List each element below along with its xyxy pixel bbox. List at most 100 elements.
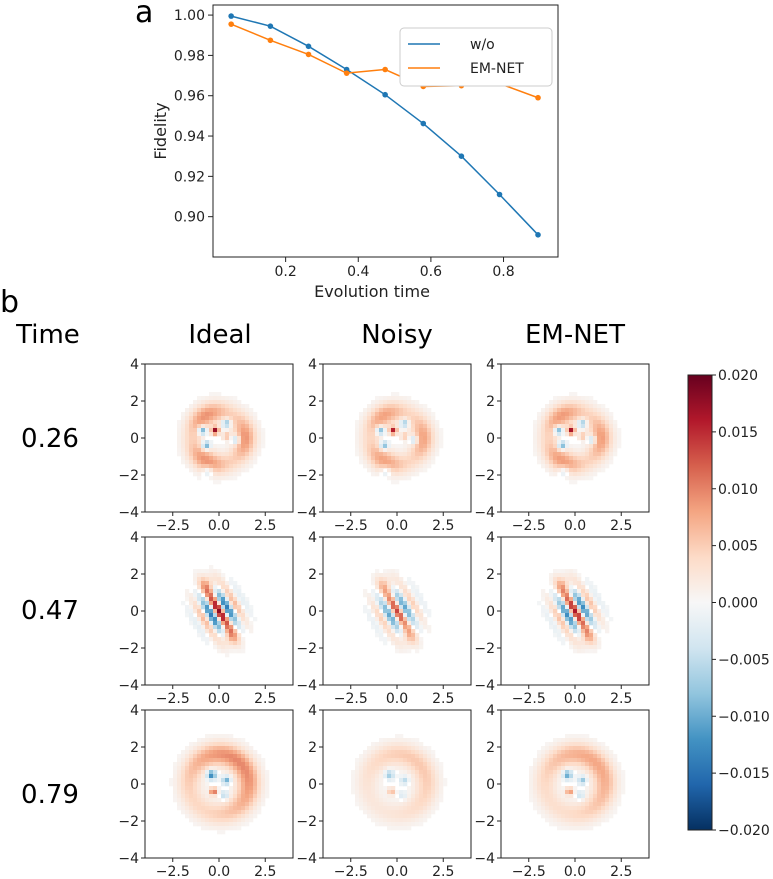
heatmap-cell	[367, 613, 372, 618]
heatmap-cell	[233, 400, 238, 405]
heatmap-cell	[371, 601, 376, 606]
heatmap-cell	[399, 408, 404, 413]
heatmap-cell	[557, 577, 562, 582]
heatmap-cell	[399, 750, 404, 755]
heatmap-cell	[237, 637, 242, 642]
heatmap-cell	[411, 412, 416, 417]
heatmap-cell	[375, 400, 380, 405]
heatmap-cell	[609, 420, 614, 425]
heatmap-cell	[177, 436, 182, 441]
series-w-o-point	[267, 23, 274, 29]
heatmap-cell	[213, 432, 218, 437]
heatmap-cell	[435, 440, 440, 445]
heatmap-cell	[383, 460, 388, 465]
heatmap-cell	[197, 818, 202, 823]
heatmap-cell	[407, 774, 412, 779]
heatmap-x-tick-label: 0.0	[564, 864, 586, 879]
heatmap-cell	[249, 428, 254, 433]
heatmap-cell	[387, 798, 392, 803]
heatmap-cell	[197, 412, 202, 417]
heatmap-cell	[229, 581, 234, 586]
heatmap-cell	[589, 770, 594, 775]
heatmap-cell	[589, 742, 594, 747]
heatmap-cell	[229, 621, 234, 626]
heatmap-cell	[613, 424, 618, 429]
heatmap-cell	[597, 436, 602, 441]
heatmap-cell	[229, 464, 234, 469]
heatmap-cell	[371, 593, 376, 598]
heatmap-cell	[213, 770, 218, 775]
heatmap-cell	[419, 766, 424, 771]
heatmap-cell	[561, 589, 566, 594]
heatmap-cell	[427, 782, 432, 787]
heatmap-cell	[225, 452, 230, 457]
heatmap-cell	[209, 806, 214, 811]
heatmap-x-tick-label: 0.0	[208, 691, 230, 707]
heatmap-cell	[233, 396, 238, 401]
heatmap-cell	[581, 766, 586, 771]
heatmap-cell	[585, 424, 590, 429]
heatmap-cell	[549, 597, 554, 602]
heatmap-cell	[617, 444, 622, 449]
heatmap-cell	[621, 790, 626, 795]
heatmap-cell	[245, 782, 250, 787]
heatmap-cell	[249, 762, 254, 767]
heatmap-cell	[193, 448, 198, 453]
heatmap-cell	[431, 432, 436, 437]
heatmap-cell	[379, 818, 384, 823]
heatmap-cell	[177, 794, 182, 799]
heatmap-cell	[601, 798, 606, 803]
heatmap-cell	[565, 420, 570, 425]
heatmap-cell	[601, 420, 606, 425]
heatmap-cell	[225, 609, 230, 614]
heatmap-cell	[217, 774, 222, 779]
heatmap-cell	[403, 770, 408, 775]
heatmap-cell	[419, 444, 424, 449]
heatmap-cell	[549, 440, 554, 445]
heatmap-y-tick-label: 2	[308, 394, 317, 410]
heatmap-cell	[549, 818, 554, 823]
heatmap-cell	[617, 432, 622, 437]
heatmap-cell	[553, 573, 558, 578]
heatmap-cell	[597, 810, 602, 815]
heatmap-cell	[201, 428, 206, 433]
heatmap-cell	[407, 468, 412, 473]
heatmap-cell	[549, 810, 554, 815]
heatmap-cell	[593, 778, 598, 783]
heatmap-cell	[573, 601, 578, 606]
heatmap-cell	[391, 400, 396, 405]
heatmap-cell	[197, 420, 202, 425]
heatmap-cell	[617, 798, 622, 803]
heatmap-cell	[537, 460, 542, 465]
heatmap-cell	[581, 452, 586, 457]
heatmap-cell	[387, 605, 392, 610]
heatmap-cell	[407, 810, 412, 815]
heatmap-cell	[225, 641, 230, 646]
heatmap-cell	[371, 766, 376, 771]
heatmap-cell	[367, 758, 372, 763]
heatmap-cell	[577, 621, 582, 626]
heatmap-cell	[407, 778, 412, 783]
heatmap-cell	[427, 613, 432, 618]
heatmap-cell	[363, 440, 368, 445]
heatmap-cell	[553, 585, 558, 590]
heatmap-cell	[565, 412, 570, 417]
heatmap-cell	[185, 790, 190, 795]
heatmap-cell	[225, 806, 230, 811]
heatmap-cell	[233, 432, 238, 437]
heatmap-cell	[193, 798, 198, 803]
heatmap-cell	[565, 456, 570, 461]
heatmap-cell	[359, 778, 364, 783]
heatmap-cell	[561, 637, 566, 642]
heatmap-cell	[435, 798, 440, 803]
heatmap-cell	[601, 452, 606, 457]
heatmap-cell	[185, 460, 190, 465]
heatmap-cell	[561, 762, 566, 767]
heatmap-cell	[213, 585, 218, 590]
heatmap-cell	[241, 456, 246, 461]
heatmap-cell	[431, 766, 436, 771]
heatmap-cell	[383, 766, 388, 771]
heatmap-cell	[253, 774, 258, 779]
heatmap-cell	[609, 440, 614, 445]
heatmap-cell	[213, 412, 218, 417]
